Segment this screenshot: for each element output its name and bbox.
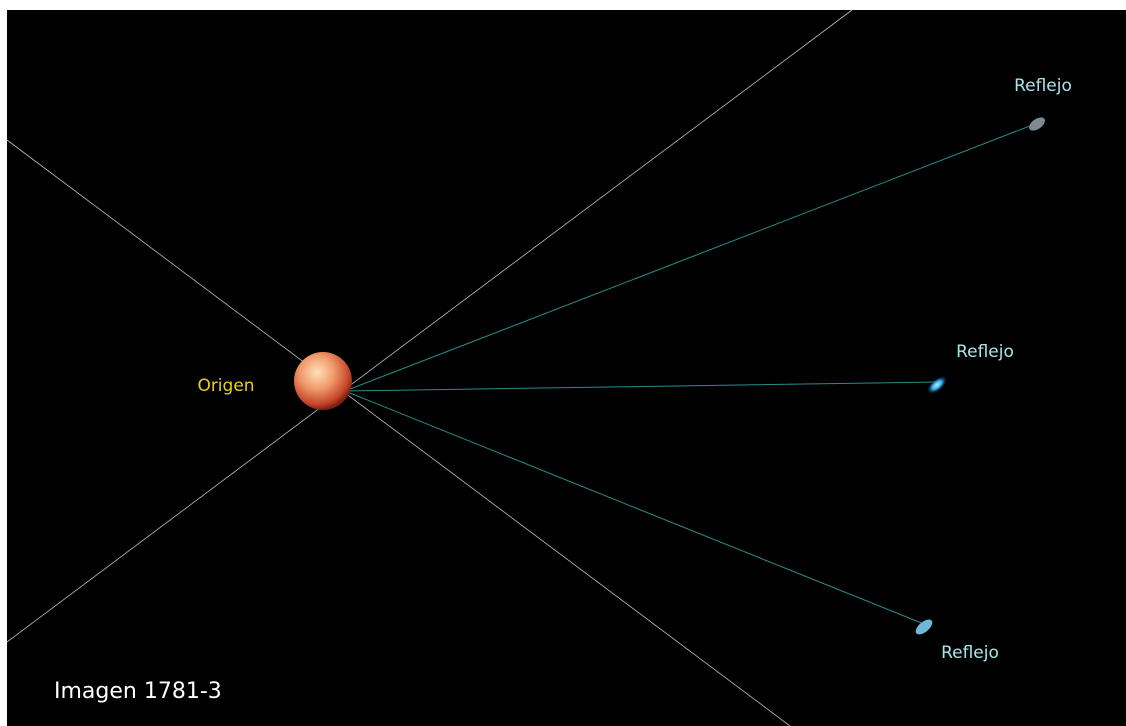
page: Origen Reflejo Reflejo Reflejo Imagen 17… <box>0 0 1126 726</box>
scene: Origen Reflejo Reflejo Reflejo Imagen 17… <box>0 0 1126 726</box>
origin-label: Origen <box>197 376 254 396</box>
reflection-label: Reflejo <box>941 643 999 663</box>
caption: Imagen 1781-3 <box>54 679 222 704</box>
reflection-label: Reflejo <box>956 342 1014 362</box>
reflection-label: Reflejo <box>1014 76 1072 96</box>
image-background <box>7 10 1126 726</box>
origin-sphere <box>294 352 352 410</box>
